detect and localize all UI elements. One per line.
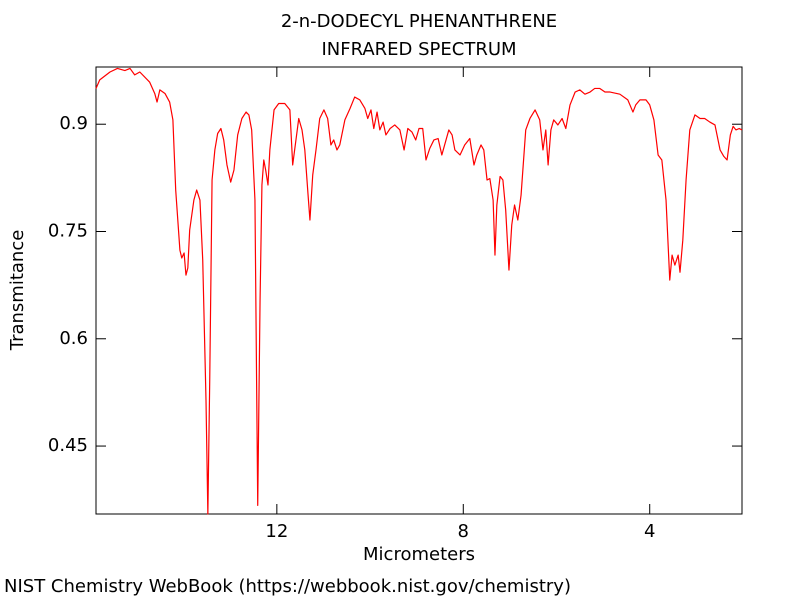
source-note: NIST Chemistry WebBook (https://webbook.… [4,576,571,597]
y-tick-label: 0.75 [48,220,88,241]
y-axis-label: Transmitance [7,230,28,352]
x-tick-label: 8 [458,521,469,542]
plot-frame [95,66,743,515]
x-tick-label: 12 [265,521,288,542]
chart-title: 2-n-DODECYL PHENANTHRENE [281,11,557,32]
spectrum-line [95,67,743,515]
y-tick-label: 0.45 [48,435,88,456]
x-tick-label: 4 [644,521,655,542]
y-tick-label: 0.9 [59,113,88,134]
chart-subtitle: INFRARED SPECTRUM [321,39,516,60]
y-tick-label: 0.6 [59,328,88,349]
x-axis-label: Micrometers [363,544,475,565]
